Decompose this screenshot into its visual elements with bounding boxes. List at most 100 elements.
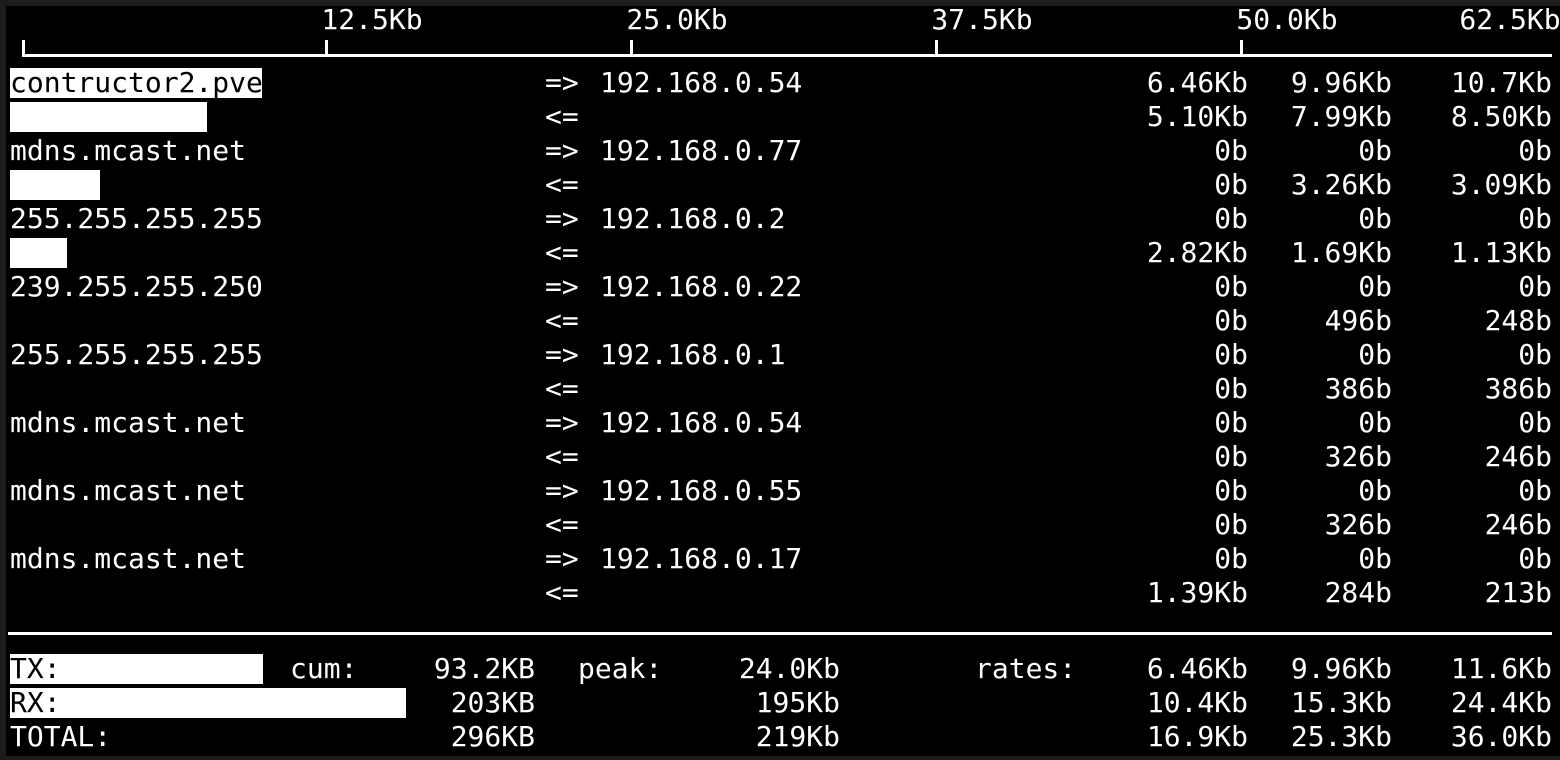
footer-separator: [8, 632, 1552, 635]
connection-row-tx[interactable]: mdns.mcast.net => 192.168.0.54 0b 0b 0b: [0, 406, 1560, 440]
summary-row: TOTAL: 296KB 219Kb 16.9Kb 25.3Kb 36.0Kb: [0, 720, 1560, 754]
rate-last40s: 10.7Kb: [1450, 66, 1552, 99]
rate-last40s: 8.50Kb: [1450, 100, 1552, 133]
connection-row-tx[interactable]: 239.255.255.250 => 192.168.0.22 0b 0b 0b: [0, 270, 1560, 304]
rate-last10s: 1.69Kb: [1290, 236, 1392, 269]
connection-row-rx[interactable]: <= 0b 326b 246b: [0, 508, 1560, 542]
connection-row-tx[interactable]: contructor2.pve => 192.168.0.54 6.46Kb 9.96K…: [0, 66, 1560, 100]
rate-last10s: 7.99Kb: [1290, 100, 1392, 133]
rate-last2s: 6.46Kb: [1146, 652, 1248, 685]
window-bottom-edge: [0, 756, 1560, 760]
connection-row-rx[interactable]: <= 2.82Kb 1.69Kb 1.13Kb: [0, 236, 1560, 270]
rate-last2s: 0b: [1214, 168, 1248, 201]
direction-in-icon: <=: [545, 372, 579, 405]
direction-out-icon: =>: [545, 134, 579, 167]
axis-tick: [935, 40, 938, 55]
rate-last40s: 0b: [1518, 134, 1552, 167]
rate-last10s: 284b: [1324, 576, 1392, 609]
rx-bar: [10, 170, 100, 200]
rate-last10s: 9.96Kb: [1290, 66, 1392, 99]
rate-last40s: 246b: [1484, 440, 1552, 473]
rate-last10s: 326b: [1324, 440, 1392, 473]
direction-out-icon: =>: [545, 270, 579, 303]
connection-row-rx[interactable]: <= 0b 326b 246b: [0, 440, 1560, 474]
rate-last40s: 0b: [1518, 474, 1552, 507]
rx-bar: [10, 102, 207, 132]
summary-row: TX: cum: 93.2KB peak: 24.0Kb rates: 6.46Kb 9.96…: [0, 652, 1560, 686]
axis-origin-tick: [22, 40, 25, 57]
rate-last10s: 25.3Kb: [1290, 720, 1392, 753]
direction-out-icon: =>: [545, 338, 579, 371]
direction-in-icon: <=: [545, 236, 579, 269]
rate-last2s: 0b: [1214, 474, 1248, 507]
summary-bar: [10, 688, 406, 718]
connection-list[interactable]: contructor2.pve => 192.168.0.54 6.46Kb 9.96K…: [0, 66, 1560, 610]
rate-last2s: 0b: [1214, 338, 1248, 371]
connection-row-tx[interactable]: mdns.mcast.net => 192.168.0.17 0b 0b 0b: [0, 542, 1560, 576]
rates-label: rates:: [975, 652, 1077, 685]
axis-tick: [1240, 40, 1243, 55]
peer-address: 192.168.0.17: [600, 542, 803, 575]
summary-bar: [10, 654, 263, 684]
connection-row-rx[interactable]: <= 0b 386b 386b: [0, 372, 1560, 406]
summary-row: RX: 203KB 195Kb 10.4Kb 15.3Kb 24.4Kb: [0, 686, 1560, 720]
connection-row-tx[interactable]: 255.255.255.255 => 192.168.0.2 0b 0b 0b: [0, 202, 1560, 236]
scale-label: 62.5Kb: [1459, 3, 1560, 36]
host-name: mdns.mcast.net: [10, 542, 247, 575]
host-name: mdns.mcast.net: [10, 134, 247, 167]
connection-row-rx[interactable]: <= 1.39Kb 284b 213b: [0, 576, 1560, 610]
rate-last40s: 213b: [1484, 576, 1552, 609]
scale-label: 37.5Kb: [931, 3, 1033, 36]
connection-row-tx[interactable]: 255.255.255.255 => 192.168.0.1 0b 0b 0b: [0, 338, 1560, 372]
peer-address: 192.168.0.54: [600, 66, 803, 99]
connection-row-rx[interactable]: <= 0b 3.26Kb 3.09Kb: [0, 168, 1560, 202]
summary-label: TX:: [10, 652, 61, 685]
direction-out-icon: =>: [545, 542, 579, 575]
axis-line: [22, 54, 1552, 57]
rate-last10s: 0b: [1358, 270, 1392, 303]
connection-row-tx[interactable]: mdns.mcast.net => 192.168.0.77 0b 0b 0b: [0, 134, 1560, 168]
rate-last10s: 496b: [1324, 304, 1392, 337]
rate-last10s: 0b: [1358, 474, 1392, 507]
rate-last40s: 0b: [1518, 338, 1552, 371]
direction-out-icon: =>: [545, 406, 579, 439]
host-name: 255.255.255.255: [10, 202, 263, 235]
rate-last2s: 0b: [1214, 508, 1248, 541]
peer-address: 192.168.0.77: [600, 134, 803, 167]
peer-address: 192.168.0.1: [600, 338, 786, 371]
direction-in-icon: <=: [545, 304, 579, 337]
rate-last10s: 3.26Kb: [1290, 168, 1392, 201]
cum-value: 296KB: [450, 720, 535, 753]
rate-last2s: 10.4Kb: [1146, 686, 1248, 719]
rate-last10s: 326b: [1324, 508, 1392, 541]
direction-in-icon: <=: [545, 168, 579, 201]
summary-label: RX:: [10, 686, 61, 719]
rate-last40s: 3.09Kb: [1450, 168, 1552, 201]
peer-address: 192.168.0.54: [600, 406, 803, 439]
rate-last2s: 0b: [1214, 304, 1248, 337]
rate-last10s: 0b: [1358, 134, 1392, 167]
direction-in-icon: <=: [545, 440, 579, 473]
direction-out-icon: =>: [545, 474, 579, 507]
summary-footer: TX: cum: 93.2KB peak: 24.0Kb rates: 6.46Kb 9.96…: [0, 652, 1560, 754]
direction-in-icon: <=: [545, 576, 579, 609]
rate-last10s: 386b: [1324, 372, 1392, 405]
bandwidth-scale: 12.5Kb 25.0Kb 37.5Kb 50.0Kb 62.5Kb: [0, 4, 1560, 60]
peer-address: 192.168.0.55: [600, 474, 803, 507]
summary-label: TOTAL:: [10, 720, 112, 753]
rate-last2s: 0b: [1214, 440, 1248, 473]
rate-last40s: 248b: [1484, 304, 1552, 337]
connection-row-rx[interactable]: <= 0b 496b 248b: [0, 304, 1560, 338]
cum-label: cum:: [290, 652, 358, 685]
rate-last2s: 0b: [1214, 134, 1248, 167]
axis-tick: [630, 40, 633, 55]
rate-last40s: 1.13Kb: [1450, 236, 1552, 269]
connection-row-rx[interactable]: <= 5.10Kb 7.99Kb 8.50Kb: [0, 100, 1560, 134]
rate-last40s: 11.6Kb: [1450, 652, 1552, 685]
rate-last40s: 386b: [1484, 372, 1552, 405]
rate-last10s: 0b: [1358, 202, 1392, 235]
host-name: mdns.mcast.net: [10, 474, 247, 507]
cum-value: 203KB: [450, 686, 535, 719]
connection-row-tx[interactable]: mdns.mcast.net => 192.168.0.55 0b 0b 0b: [0, 474, 1560, 508]
